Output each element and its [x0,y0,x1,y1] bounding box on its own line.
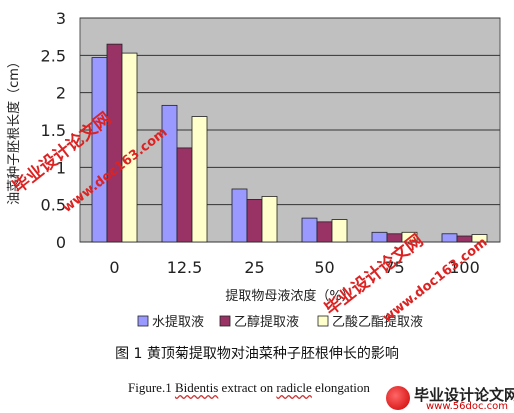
logo-text: 毕业设计论文网 [414,386,514,404]
gridlines [80,17,500,243]
x-tick-label: 12.5 [167,258,203,277]
bar-1-75 [371,231,388,243]
caption-word-bidentis: Bidentis [174,380,219,395]
legend-swatch [317,315,329,327]
bar-2-50 [316,221,333,243]
x-tick-label: 25 [244,258,264,277]
bar-1-12.5 [161,104,178,243]
y-axis-ticks: 0 0.5 1 1.5 2 2.5 3 [41,9,66,252]
x-tick-label: 75 [384,258,404,277]
bar-1-0 [91,57,108,243]
bar-3-100 [471,234,488,243]
x-axis-ticks: 0 12.5 25 50 75 100 [109,258,479,277]
figure-caption-chinese: 图 1 黄顶菊提取物对油菜种子胚根伸长的影响 [115,346,399,362]
caption-prefix: Figure.1 [128,380,175,395]
legend-label: 乙酸乙酯提取液 [332,314,423,330]
y-tick-label: 0 [56,233,66,252]
legend-swatch [137,315,149,327]
y-tick-label: 1 [56,158,66,177]
bar-2-12.5 [176,147,193,243]
bar-2-100 [456,235,473,243]
y-tick-label: 1.5 [41,121,66,140]
x-tick-label: 0 [109,258,119,277]
bar-3-12.5 [191,116,208,243]
y-tick-label: 0.5 [41,196,66,215]
caption-mid: extract on [218,380,277,395]
y-tick-label: 2.5 [41,46,66,65]
legend: 水提取液 乙醇提取液 乙酸乙酯提取液 [137,314,423,330]
x-tick-label: 100 [449,258,480,277]
legend-swatch [219,315,231,327]
logo-url: www.56doc.com [426,401,509,412]
bar-2-75 [386,233,403,243]
site-logo: 毕业设计论文网 www.56doc.com [386,384,514,413]
bar-1-100 [441,233,458,243]
bar-chart: 0 0.5 1 1.5 2 2.5 3 0 12.5 25 50 75 100 油菜种子胚根长度（cm… [6,9,501,330]
bar-2-25 [246,199,263,243]
bar-1-50 [301,217,318,243]
caption-suffix: elongation [311,380,370,395]
bar-3-0 [121,52,138,243]
figure-caption-english: Figure.1 Bidentis extract on radicle elo… [128,380,370,396]
legend-label: 乙醇提取液 [234,314,299,330]
logo-mark-icon [386,386,410,410]
x-axis-title: 提取物母液浓度（%） [225,288,354,304]
bar-1-25 [231,188,248,243]
bar-2-0 [106,43,123,243]
y-tick-label: 2 [56,84,66,103]
bar-3-25 [261,196,278,243]
bars [91,43,488,243]
bar-3-50 [331,219,348,243]
y-axis-title: 油菜种子胚根长度（cm） [6,55,22,205]
bar-3-75 [401,231,418,243]
x-tick-label: 50 [314,258,334,277]
y-tick-label: 3 [56,9,66,28]
legend-label: 水提取液 [152,314,204,330]
caption-word-radicle: radicle [276,380,312,395]
